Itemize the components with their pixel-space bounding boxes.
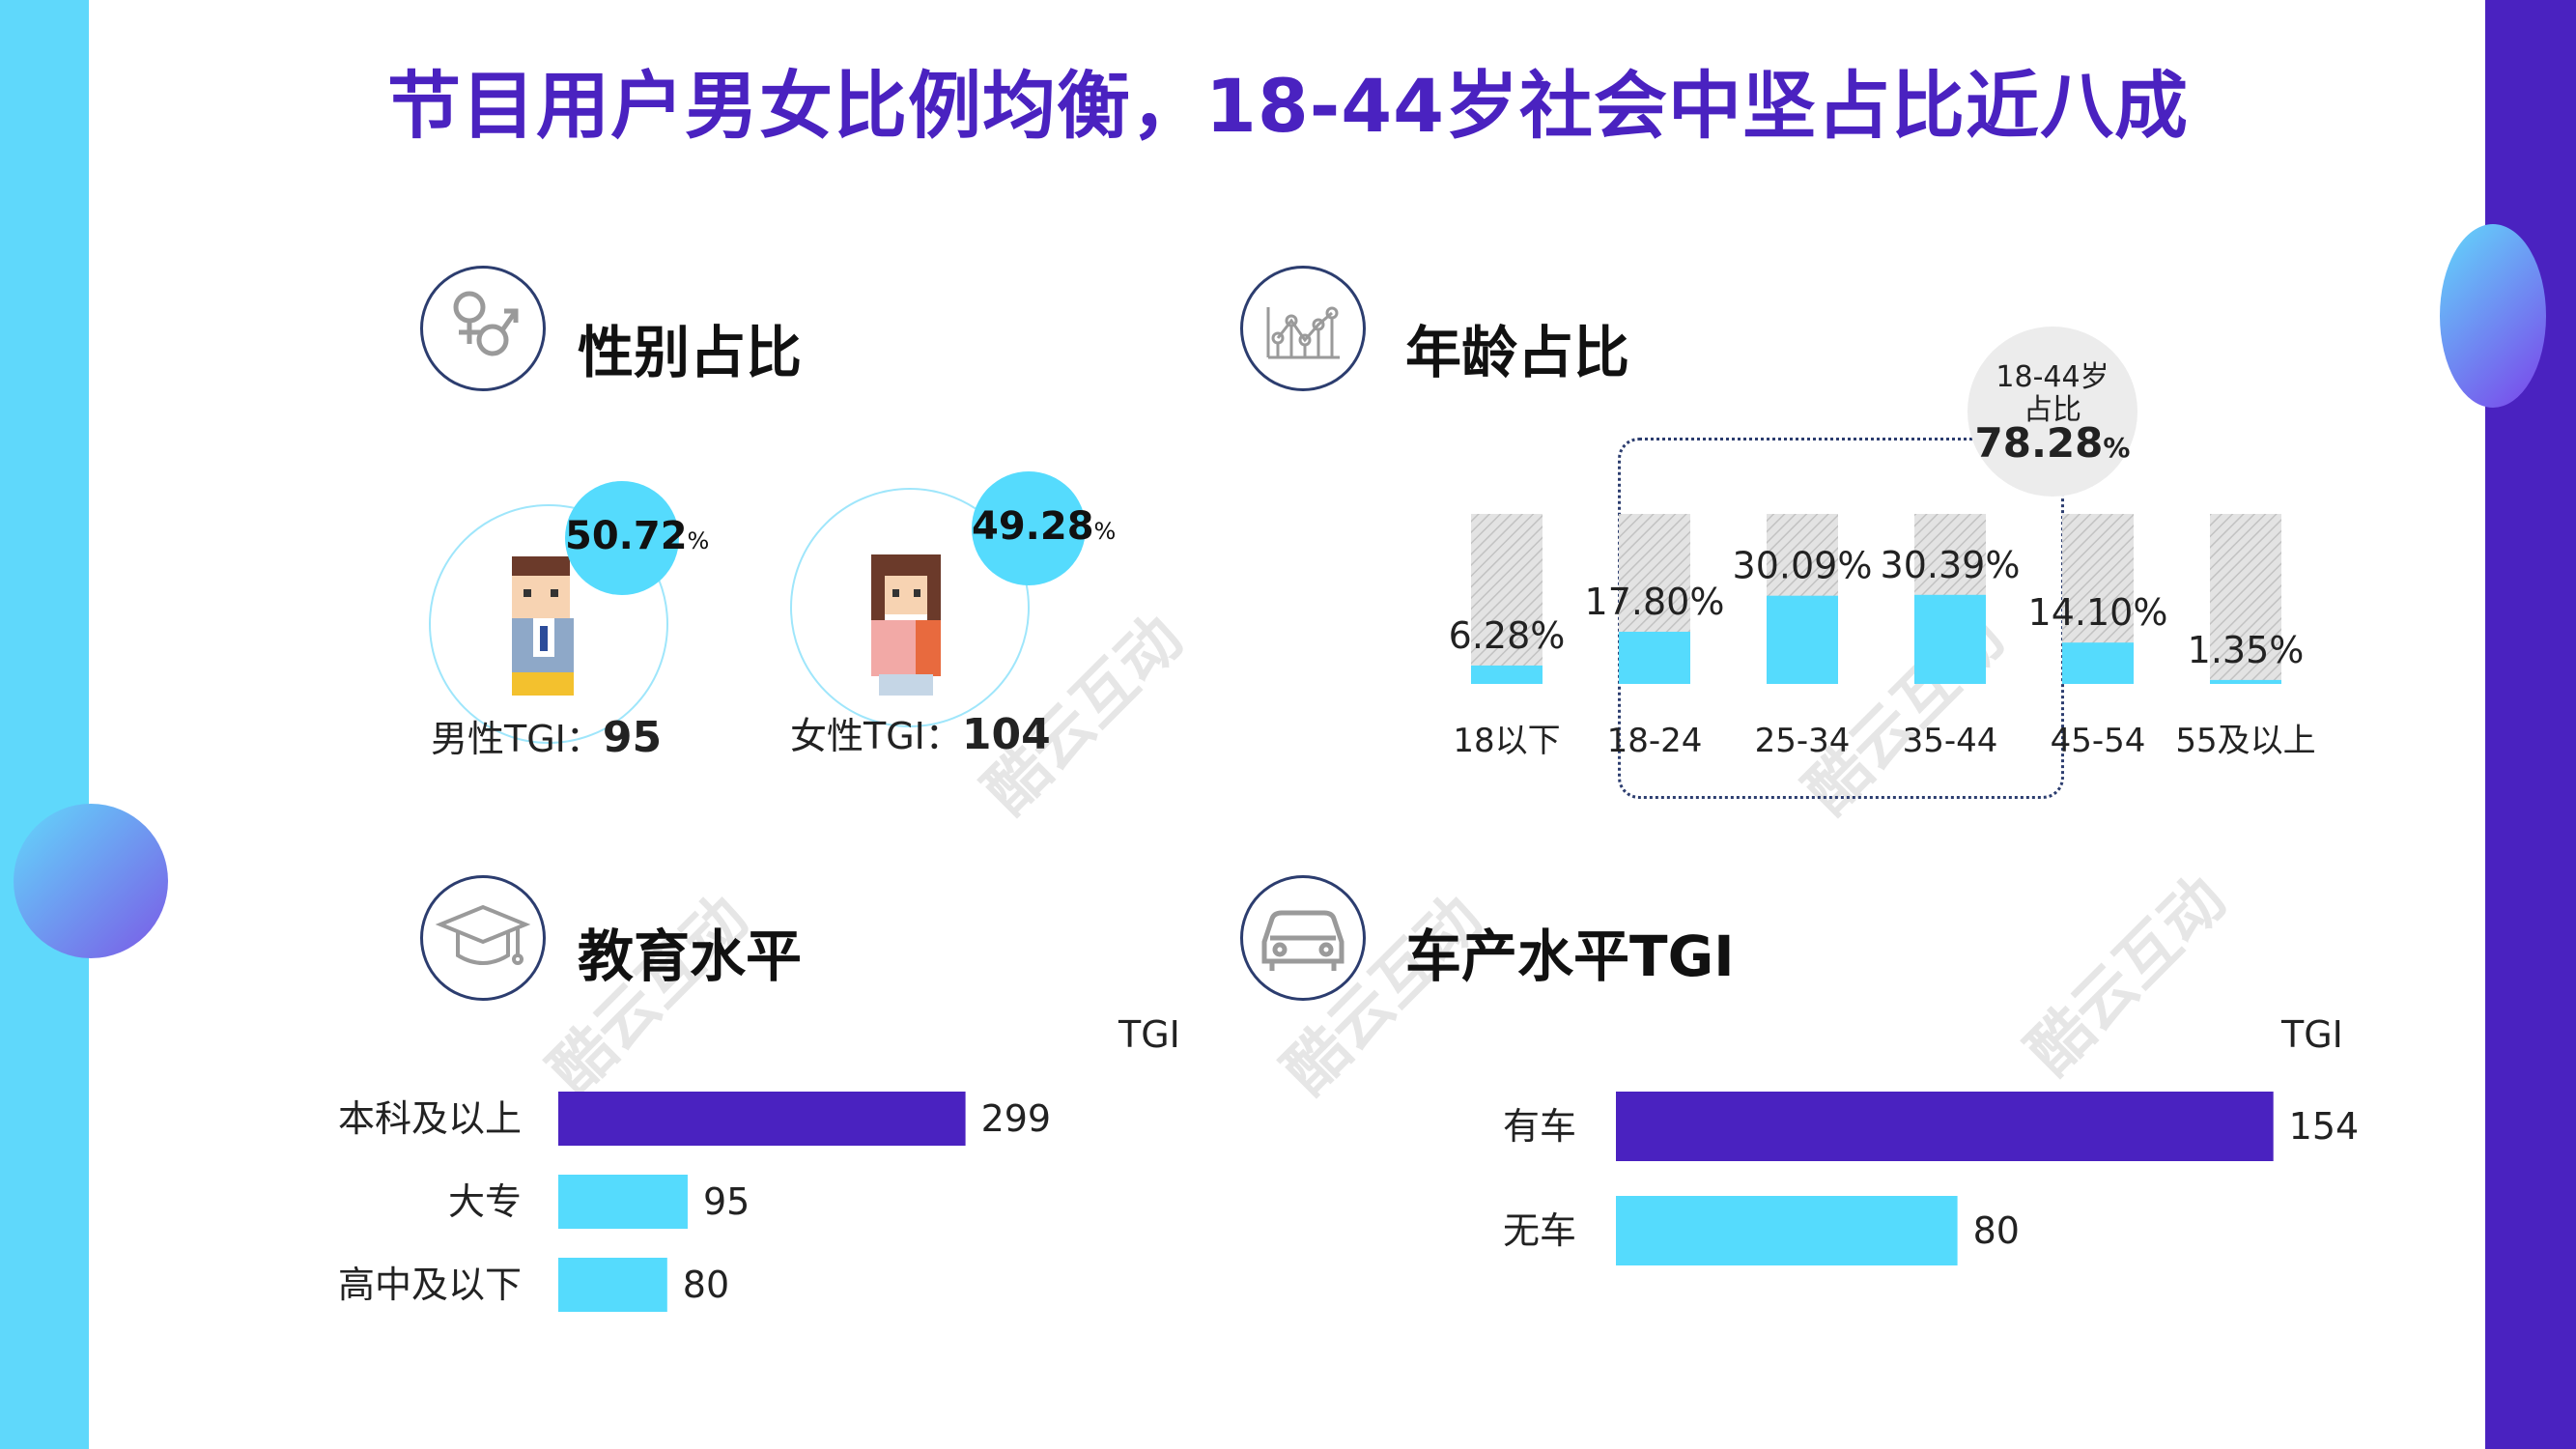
education-bar (558, 1175, 688, 1229)
gender-section-title: 性别占比 (578, 320, 803, 385)
education-category-label: 高中及以下 (338, 1264, 522, 1306)
age-category-label: 35-44 (1903, 722, 1998, 760)
education-bar-value: 80 (683, 1264, 729, 1306)
education-bar (558, 1258, 667, 1312)
age-section-title: 年龄占比 (1405, 320, 1630, 385)
female-tgi: 女性TGI：104 (790, 706, 1051, 759)
age-bar-track (2210, 514, 2281, 684)
male-avatar (495, 549, 591, 703)
age-bar (1619, 631, 1690, 684)
female-percent-badge: 49.28% (972, 471, 1116, 585)
age-highlight-label-1: 18-44岁 (1996, 360, 2109, 394)
male-percent-value: 50.72 (565, 514, 688, 558)
car-icon (1240, 875, 1366, 1001)
female-tgi-value: 104 (961, 710, 1051, 759)
age-chart-svg: 6.28% 18以下 17.80% 18-24 30.09% 25-34 30.39% 35-… (1449, 514, 2316, 760)
age-bar (1767, 595, 1838, 684)
age-category-label: 45-54 (2051, 722, 2146, 760)
age-category-label: 25-34 (1755, 722, 1851, 760)
car-category-label: 有车 (1503, 1105, 1576, 1148)
education-bar-value: 95 (703, 1180, 750, 1223)
education-section-title: 教育水平 (578, 923, 803, 989)
education-bar (558, 1092, 966, 1146)
watermark: 酷云互动 (2014, 863, 2240, 1089)
car-bar-value: 154 (2289, 1105, 2360, 1148)
age-category-label: 55及以上 (2175, 722, 2315, 760)
education-category-label: 大专 (448, 1180, 522, 1223)
age-bar (1914, 594, 1986, 684)
male-tgi-label: 男性TGI： (431, 718, 603, 760)
male-tgi: 男性TGI：95 (431, 709, 662, 762)
line-chart-icon (1240, 266, 1366, 391)
car-tgi-header: TGI (2281, 1013, 2343, 1056)
education-bar-value: 299 (981, 1097, 1052, 1140)
age-highlight-unit: % (2103, 432, 2131, 464)
age-highlight-bubble: 18-44岁 占比 78.28% (1967, 327, 2137, 497)
graduation-cap-icon (420, 875, 546, 1001)
age-bar (1471, 665, 1543, 684)
age-chart: 6.28% 18以下 17.80% 18-24 30.09% 25-34 30.39% 35-… (1430, 464, 2376, 773)
age-highlight-value: 78.28 (1974, 419, 2104, 467)
male-ring (429, 504, 668, 744)
age-bar-label: 6.28% (1449, 614, 1566, 657)
male-percent-badge: 50.72% (565, 481, 709, 595)
page-title: 节目用户男女比例均衡，18-44岁社会中坚占比近八成 (386, 63, 2190, 149)
car-bar-value: 80 (1973, 1209, 2020, 1252)
age-category-label: 18-24 (1607, 722, 1703, 760)
female-avatar (858, 547, 954, 701)
female-percent-unit: % (1093, 518, 1117, 545)
education-category-label: 本科及以上 (338, 1097, 522, 1140)
age-bar-label: 30.39% (1881, 544, 2021, 586)
gender-symbol-icon (420, 266, 546, 391)
education-svg: 本科及以上 299 大专 95 高中及以下 80 (338, 1092, 1052, 1312)
age-bar-label: 17.80% (1585, 581, 1725, 623)
age-category-label: 18以下 (1453, 722, 1560, 760)
age-bar-track (1471, 514, 1543, 684)
age-bar-label: 1.35% (2188, 629, 2305, 671)
right-decor-band (2485, 0, 2576, 1449)
age-bar-label: 14.10% (2028, 591, 2168, 634)
male-percent-unit: % (687, 527, 710, 554)
age-bar (2062, 642, 2134, 684)
age-bar-label: 30.09% (1733, 545, 1873, 587)
education-chart: 本科及以上 299 大专 95 高中及以下 80 (309, 1082, 1178, 1323)
left-decor-band (0, 0, 89, 1449)
male-tgi-value: 95 (602, 713, 663, 762)
car-bar (1616, 1196, 1958, 1265)
right-decor-circle (2440, 224, 2546, 408)
female-percent-value: 49.28 (972, 504, 1094, 549)
age-bar (2210, 679, 2281, 684)
car-bar (1616, 1092, 2274, 1161)
car-section-title: 车产水平TGI (1405, 923, 1735, 989)
car-svg: 有车 154 无车 80 (1503, 1092, 2360, 1265)
female-tgi-label: 女性TGI： (790, 715, 962, 757)
car-chart: 有车 154 无车 80 (1449, 1082, 2395, 1294)
education-tgi-header: TGI (1118, 1013, 1180, 1056)
female-ring (790, 488, 1030, 727)
age-highlight-label-2: 占比 (2024, 393, 2081, 427)
left-decor-circle (14, 804, 168, 958)
car-category-label: 无车 (1503, 1209, 1576, 1252)
